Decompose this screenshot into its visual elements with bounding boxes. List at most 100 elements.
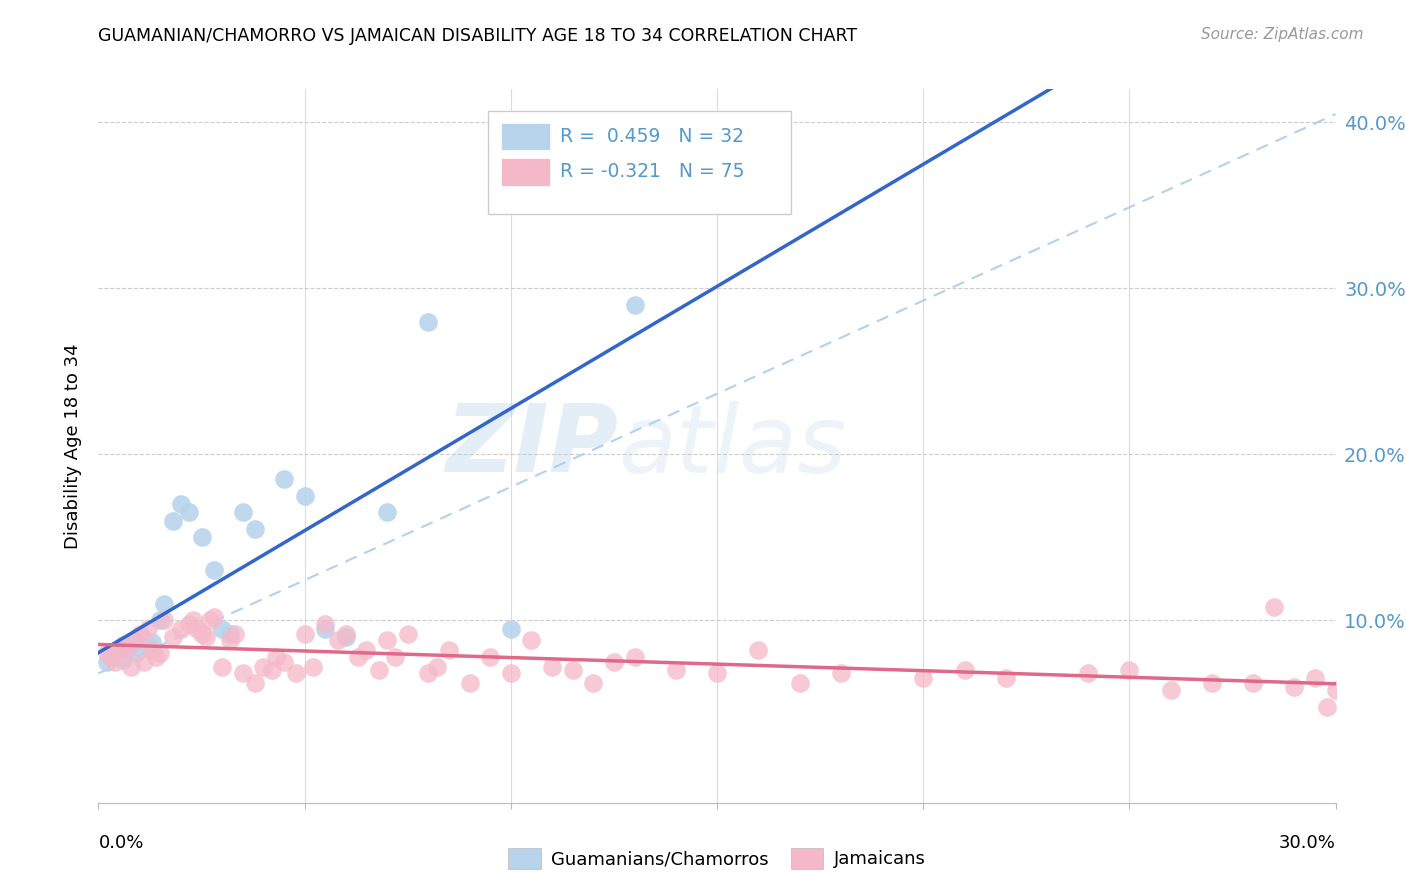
Text: ZIP: ZIP [446,400,619,492]
FancyBboxPatch shape [501,159,550,186]
Point [179,616,201,631]
Point [285,666,308,681]
Text: Source: ZipAtlas.com: Source: ZipAtlas.com [1201,27,1364,42]
Point [219,626,242,640]
Point [396,626,419,640]
Point [120,638,142,652]
Point [520,633,543,648]
Legend: Guamanians/Chamorros, Jamaicans: Guamanians/Chamorros, Jamaicans [501,840,934,876]
Point [706,666,728,681]
Point [124,633,146,648]
Point [499,666,522,681]
Text: 30.0%: 30.0% [1279,834,1336,852]
Text: GUAMANIAN/CHAMORRO VS JAMAICAN DISABILITY AGE 18 TO 34 CORRELATION CHART: GUAMANIAN/CHAMORRO VS JAMAICAN DISABILIT… [98,27,858,45]
Point [1118,663,1140,677]
Point [145,649,167,664]
Text: atlas: atlas [619,401,846,491]
Point [384,649,406,664]
Y-axis label: Disability Age 18 to 34: Disability Age 18 to 34 [65,343,83,549]
Point [418,314,440,328]
Point [128,626,150,640]
Point [326,633,349,648]
Point [112,638,135,652]
Point [96,647,118,661]
Point [367,663,389,677]
Point [273,472,295,486]
Point [132,655,155,669]
Point [375,633,398,648]
Point [953,663,976,677]
Point [789,676,811,690]
Point [335,630,357,644]
Text: 0.0%: 0.0% [98,834,143,852]
Point [190,626,212,640]
Point [117,643,139,657]
Point [243,676,266,690]
Point [1201,676,1223,690]
Point [994,671,1017,685]
Point [314,622,336,636]
Point [100,649,122,664]
Point [1284,680,1306,694]
Point [264,649,287,664]
FancyBboxPatch shape [488,111,792,214]
Point [104,647,127,661]
Point [96,655,118,669]
Text: R =  0.459   N = 32: R = 0.459 N = 32 [560,127,744,145]
Point [181,613,204,627]
Point [1077,666,1099,681]
Point [1241,676,1264,690]
Point [458,676,481,690]
Point [252,659,274,673]
Point [426,659,449,673]
Point [1324,682,1347,697]
Point [198,613,221,627]
Point [170,497,193,511]
Point [104,655,127,669]
Point [1263,599,1285,614]
Point [375,505,398,519]
Point [302,659,325,673]
Point [232,666,254,681]
Point [141,643,163,657]
Point [830,666,852,681]
Point [356,643,378,657]
Point [1303,671,1326,685]
Point [479,649,502,664]
Point [1316,699,1339,714]
Point [100,649,122,664]
Point [294,626,316,640]
Point [561,663,583,677]
Point [132,633,155,648]
Point [202,610,225,624]
Point [347,649,370,664]
Point [162,630,184,644]
Point [124,647,146,661]
Point [294,489,316,503]
Point [418,666,440,681]
Point [273,655,295,669]
Point [186,622,208,636]
Point [153,597,176,611]
Point [202,564,225,578]
Point [136,622,159,636]
Point [623,649,645,664]
Point [499,622,522,636]
Point [912,671,935,685]
Point [117,641,139,656]
Point [108,643,131,657]
Point [170,622,193,636]
Point [243,522,266,536]
Text: R = -0.321   N = 75: R = -0.321 N = 75 [560,162,744,181]
Point [149,647,172,661]
Point [314,616,336,631]
Point [112,653,135,667]
Point [747,173,769,187]
Point [582,676,605,690]
Point [141,635,163,649]
Point [190,530,212,544]
FancyBboxPatch shape [501,123,550,150]
Point [437,643,460,657]
Point [603,655,626,669]
Point [335,626,357,640]
